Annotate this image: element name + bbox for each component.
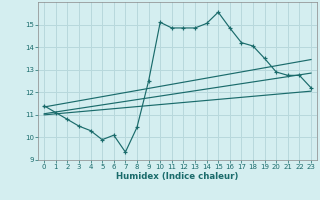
- X-axis label: Humidex (Indice chaleur): Humidex (Indice chaleur): [116, 172, 239, 181]
